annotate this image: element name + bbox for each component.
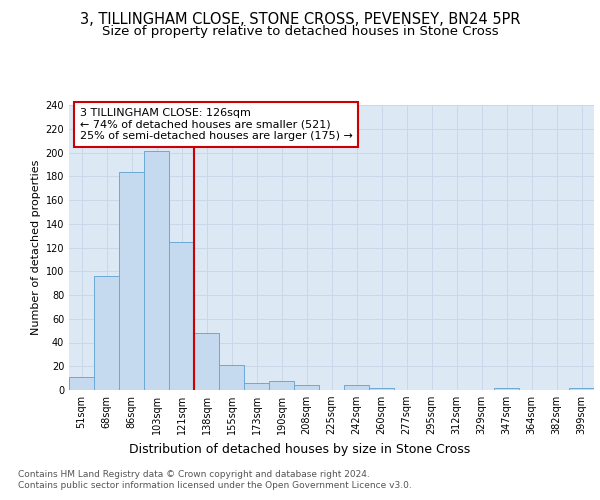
Bar <box>269 380 294 390</box>
Bar <box>119 172 144 390</box>
Y-axis label: Number of detached properties: Number of detached properties <box>31 160 41 335</box>
Bar <box>494 388 519 390</box>
Text: Contains HM Land Registry data © Crown copyright and database right 2024.: Contains HM Land Registry data © Crown c… <box>18 470 370 479</box>
Bar <box>69 377 94 390</box>
Bar <box>569 388 594 390</box>
Text: 3, TILLINGHAM CLOSE, STONE CROSS, PEVENSEY, BN24 5PR: 3, TILLINGHAM CLOSE, STONE CROSS, PEVENS… <box>80 12 520 28</box>
Bar <box>244 383 269 390</box>
Bar <box>219 365 244 390</box>
Bar <box>294 385 319 390</box>
Text: Contains public sector information licensed under the Open Government Licence v3: Contains public sector information licen… <box>18 481 412 490</box>
Bar <box>94 276 119 390</box>
Text: Distribution of detached houses by size in Stone Cross: Distribution of detached houses by size … <box>130 442 470 456</box>
Text: Size of property relative to detached houses in Stone Cross: Size of property relative to detached ho… <box>101 25 499 38</box>
Text: 3 TILLINGHAM CLOSE: 126sqm
← 74% of detached houses are smaller (521)
25% of sem: 3 TILLINGHAM CLOSE: 126sqm ← 74% of deta… <box>79 108 352 141</box>
Bar <box>369 388 394 390</box>
Bar <box>194 333 219 390</box>
Bar <box>169 242 194 390</box>
Bar <box>344 385 369 390</box>
Bar <box>144 152 169 390</box>
